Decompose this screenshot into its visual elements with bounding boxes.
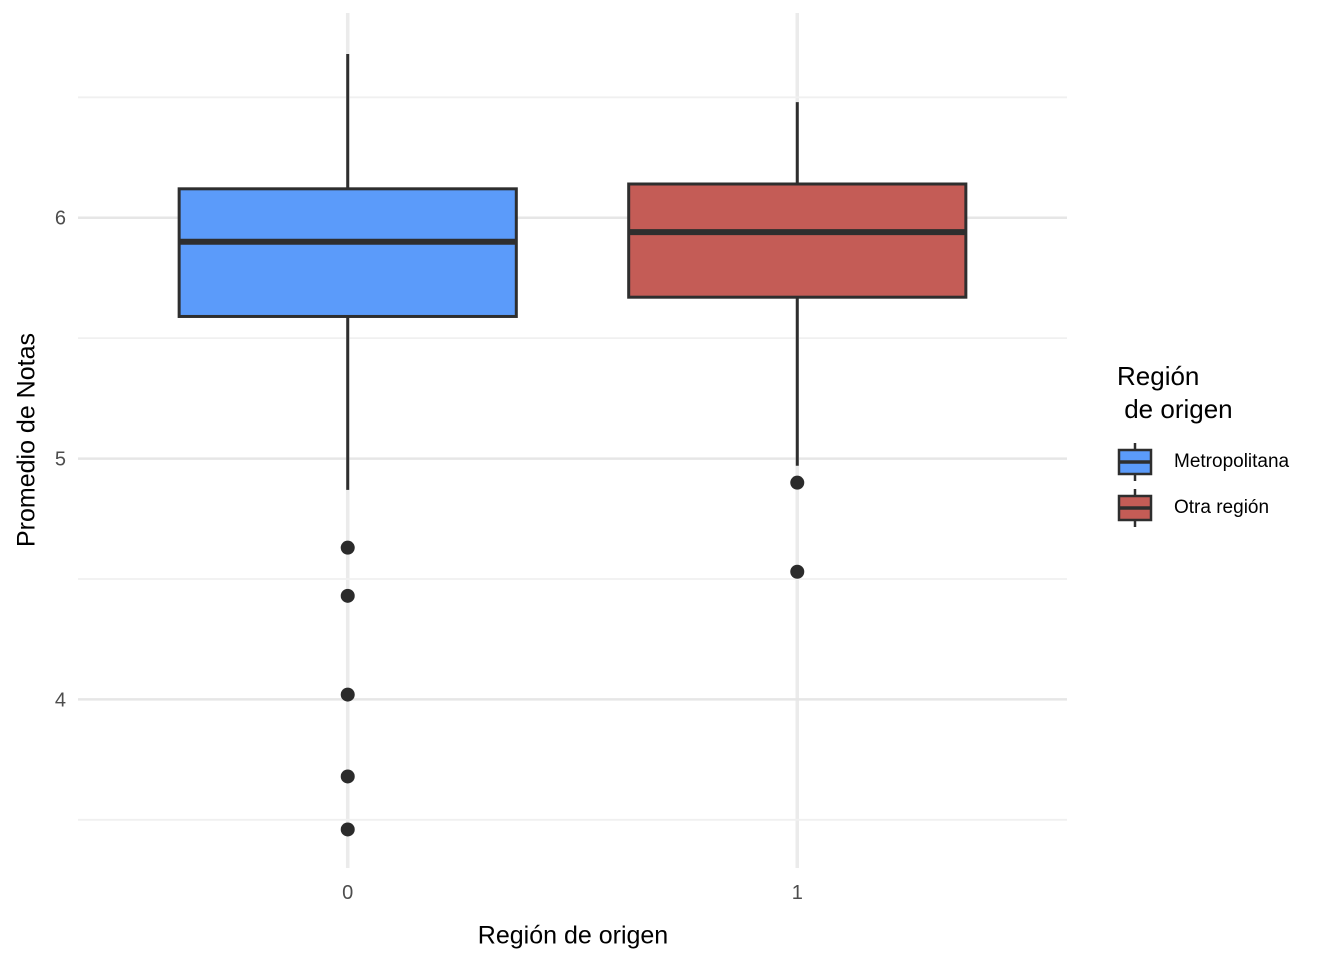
x-tick-label: 1	[792, 882, 803, 904]
outlier-point-0	[340, 540, 355, 555]
legend-items: Metropolitana Otra región	[1117, 442, 1289, 528]
legend: Región de origen Metropolitana Otra regió…	[1117, 360, 1289, 534]
legend-title: Región de origen	[1117, 360, 1289, 426]
y-tick-label: 5	[55, 449, 66, 471]
legend-title-line-1: Región	[1117, 361, 1200, 391]
outlier-point-0	[340, 822, 355, 837]
outlier-point-0	[340, 769, 355, 784]
legend-item-0: Metropolitana	[1117, 442, 1289, 482]
y-axis-title: Promedio de Notas	[12, 332, 41, 548]
outlier-point-0	[340, 687, 355, 702]
y-tick-label: 4	[55, 689, 66, 711]
outlier-point-1	[790, 475, 805, 490]
legend-key-boxplot-icon	[1117, 489, 1153, 527]
x-tick-label: 0	[342, 882, 353, 904]
outlier-point-1	[790, 564, 805, 579]
legend-title-line-2: de origen	[1117, 394, 1233, 424]
legend-key-boxplot-icon	[1117, 443, 1153, 481]
outlier-point-0	[340, 588, 355, 603]
y-tick-label: 6	[55, 208, 66, 230]
x-axis-title: Región de origen	[477, 921, 669, 950]
box-0	[177, 187, 518, 318]
legend-item-label: Metropolitana	[1174, 451, 1290, 472]
legend-item-1: Otra región	[1117, 488, 1289, 528]
box-1	[627, 182, 968, 299]
legend-item-label: Otra región	[1174, 497, 1270, 518]
